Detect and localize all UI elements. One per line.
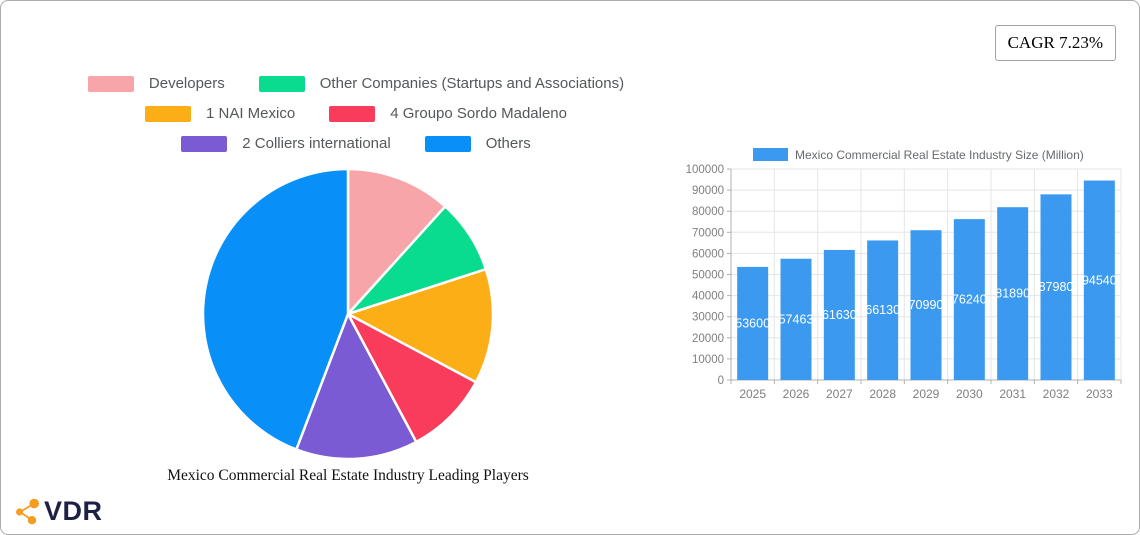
pie-chart-title: Mexico Commercial Real Estate Industry L… — [167, 467, 529, 484]
x-tick-label: 2027 — [826, 387, 853, 401]
logo-text: VDR — [44, 496, 103, 526]
legend-label: Others — [485, 135, 531, 152]
y-tick-label: 50000 — [692, 270, 724, 282]
bar-value-label: 70990 — [909, 298, 944, 312]
y-tick-label: 10000 — [692, 354, 724, 366]
y-tick-label: 100000 — [686, 164, 724, 176]
y-tick-label: 90000 — [692, 185, 724, 197]
y-tick-label: 0 — [718, 375, 724, 387]
x-tick-label: 2032 — [1043, 387, 1070, 401]
pie-slice — [201, 167, 350, 451]
legend-item[interactable]: Others — [424, 135, 531, 152]
pie-legend: Developers Other Companies (Startups and … — [11, 75, 701, 152]
legend-swatch — [87, 75, 134, 92]
cagr-badge: CAGR 7.23% — [994, 25, 1116, 61]
bar-value-label: 87980 — [1039, 280, 1074, 294]
bar — [780, 258, 812, 380]
pie-slice — [346, 167, 447, 316]
pie-legend-row: Developers Other Companies (Startups and … — [11, 75, 701, 92]
x-tick-label: 2025 — [739, 387, 766, 401]
bar — [1083, 180, 1115, 380]
legend-label: Developers — [148, 75, 225, 92]
bar-value-label: 81890 — [995, 287, 1030, 301]
bar-value-label: 94540 — [1082, 273, 1117, 287]
bar — [1040, 194, 1072, 380]
x-tick-label: 2026 — [783, 387, 810, 401]
pie-slice — [346, 312, 478, 444]
y-tick-label: 30000 — [692, 312, 724, 324]
legend-item[interactable]: Developers — [87, 75, 225, 92]
bar-value-label: 61630 — [822, 308, 857, 322]
legend-item[interactable]: 4 Groupo Sordo Madaleno — [329, 105, 567, 122]
legend-label: 2 Colliers international — [242, 135, 391, 152]
x-tick-label: 2031 — [999, 387, 1026, 401]
pie-chart — [201, 167, 495, 461]
legend-item[interactable]: 1 NAI Mexico — [145, 105, 295, 122]
bar — [823, 249, 855, 380]
legend-swatch — [424, 135, 471, 152]
pie-slice — [295, 312, 418, 461]
bar-value-label: 66130 — [865, 303, 900, 317]
bar-value-label: 57463 — [779, 312, 814, 326]
pie-slice — [346, 267, 495, 384]
y-tick-label: 80000 — [692, 206, 724, 218]
vdr-logo: VDR — [14, 496, 103, 527]
legend-swatch — [258, 75, 305, 92]
bar — [867, 240, 899, 380]
bar-legend-swatch — [753, 148, 788, 161]
y-tick-label: 60000 — [692, 248, 724, 260]
legend-label: 1 NAI Mexico — [206, 105, 296, 122]
legend-swatch — [145, 105, 191, 122]
x-tick-label: 2029 — [913, 387, 940, 401]
legend-swatch — [181, 135, 228, 152]
bar-value-label: 53600 — [735, 316, 770, 330]
y-tick-label: 20000 — [692, 333, 724, 345]
bar — [997, 207, 1029, 380]
legend-swatch — [329, 105, 376, 122]
x-tick-label: 2030 — [956, 387, 983, 401]
legend-item[interactable]: 2 Colliers international — [181, 135, 391, 152]
bar — [737, 266, 769, 380]
bar — [910, 230, 942, 380]
share-icon — [16, 498, 39, 525]
bar-chart: Mexico Commercial Real Estate Industry S… — [686, 148, 1122, 401]
bar-legend-label[interactable]: Mexico Commercial Real Estate Industry S… — [795, 148, 1084, 162]
pie-legend-row: 2 Colliers international Others — [11, 135, 701, 152]
legend-label: 4 Groupo Sordo Madaleno — [390, 105, 567, 122]
pie-legend-row: 1 NAI Mexico 4 Groupo Sordo Madaleno — [11, 105, 701, 122]
x-tick-label: 2028 — [869, 387, 896, 401]
x-tick-label: 2033 — [1086, 387, 1113, 401]
bar — [953, 219, 985, 380]
y-tick-label: 40000 — [692, 291, 724, 303]
legend-item[interactable]: Other Companies (Startups and Associatio… — [258, 75, 625, 92]
y-tick-label: 70000 — [692, 227, 724, 239]
bar-value-label: 76240 — [952, 293, 987, 307]
legend-label: Other Companies (Startups and Associatio… — [319, 75, 625, 92]
